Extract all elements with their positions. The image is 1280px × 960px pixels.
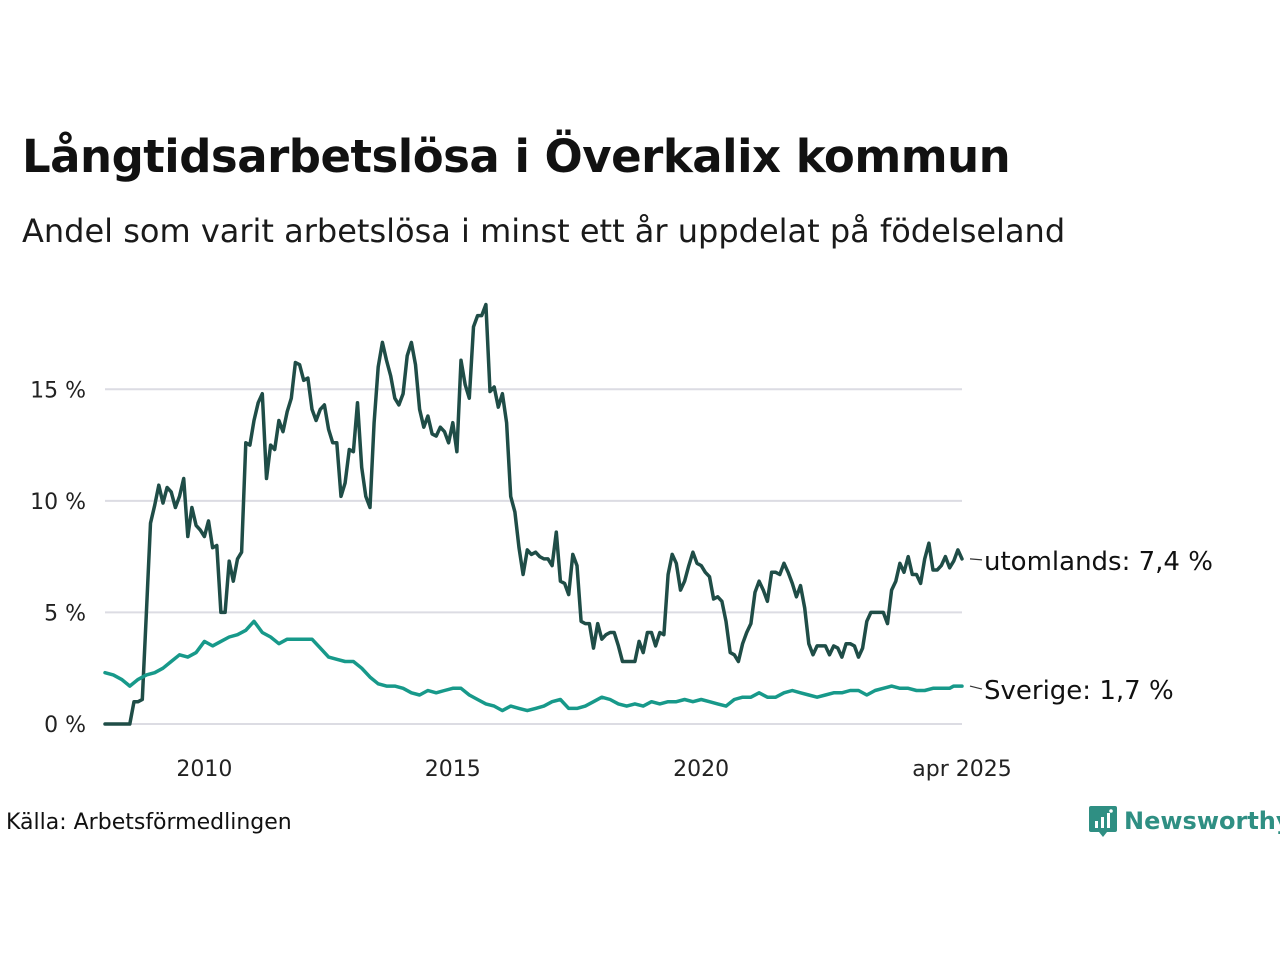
line-chart: 0 % 5 % 10 % 15 % 2010 2015 2020 apr 2025 utom… [30, 302, 1213, 782]
y-axis-ticks: 0 % 5 % 10 % 15 % [30, 378, 86, 738]
end-label-utomlands: utomlands: 7,4 % [984, 547, 1213, 577]
end-label-connector [969, 685, 983, 690]
series-line-sverige [103, 619, 964, 713]
y-tick-label: 10 % [30, 490, 86, 515]
chart-title: Långtidsarbetslösa i Överkalix kommun [22, 130, 1011, 183]
y-tick-label: 15 % [30, 378, 86, 403]
brand-name: Newsworthy [1124, 807, 1280, 835]
end-label-sverige: Sverige: 1,7 % [984, 676, 1174, 706]
source-note: Källa: Arbetsförmedlingen [6, 810, 292, 835]
series-line-utomlands [103, 302, 964, 726]
y-tick-label: 0 % [44, 713, 86, 738]
end-label-connector [969, 558, 983, 561]
x-axis-ticks: 2010 2015 2020 apr 2025 [176, 757, 1011, 782]
brand-logo[interactable]: Newsworthy [1088, 804, 1280, 838]
x-tick-label: 2010 [176, 757, 232, 782]
y-tick-label: 5 % [44, 601, 86, 626]
x-tick-label: apr 2025 [912, 757, 1011, 782]
bar-chart-logo-icon [1089, 806, 1117, 837]
x-tick-label: 2015 [425, 757, 481, 782]
x-tick-label: 2020 [673, 757, 729, 782]
end-labels: utomlands: 7,4 % Sverige: 1,7 % [969, 547, 1213, 706]
gridlines [105, 388, 962, 725]
series-lines [103, 302, 964, 726]
chart-subtitle: Andel som varit arbetslösa i minst ett å… [22, 212, 1066, 250]
